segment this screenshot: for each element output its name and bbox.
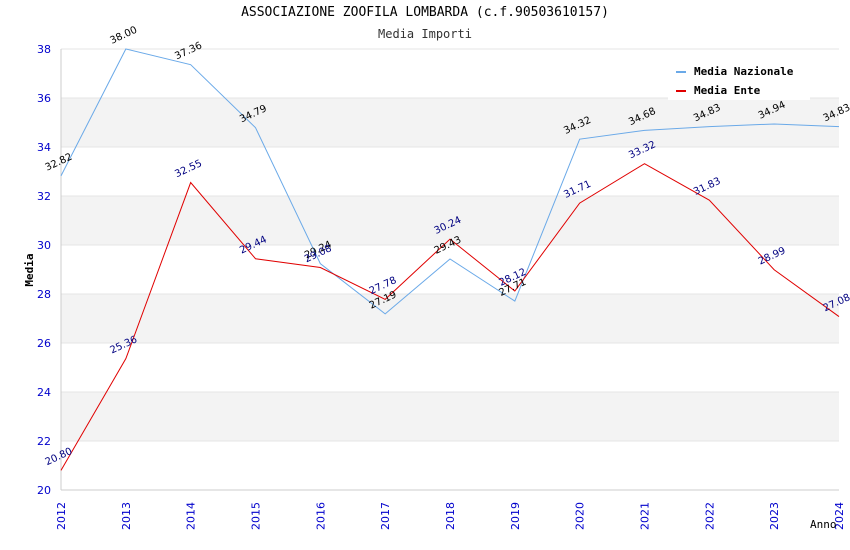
y-axis-label: Media [23, 253, 36, 286]
x-tick-label: 2023 [768, 502, 781, 530]
y-tick-label: 34 [37, 141, 51, 154]
chart-subtitle: Media Importi [378, 27, 472, 41]
series-lines [60, 48, 840, 471]
x-tick-label: 2017 [379, 502, 392, 530]
x-tick-label: 2024 [833, 502, 846, 530]
x-tick-label: 2013 [120, 502, 133, 530]
x-tick-label: 2021 [639, 502, 652, 530]
y-tick-label: 24 [37, 386, 51, 399]
x-axis-label: Anno [810, 518, 837, 531]
legend-label-ente: Media Ente [694, 84, 761, 97]
x-tick-label: 2016 [314, 502, 327, 530]
y-tick-label: 20 [37, 484, 51, 497]
x-tick-label: 2020 [574, 502, 587, 530]
y-tick-label: 38 [37, 43, 51, 56]
background-band [61, 245, 839, 294]
background-band [61, 392, 839, 441]
background-band [61, 196, 839, 245]
background-band [61, 343, 839, 392]
y-tick-label: 22 [37, 435, 51, 448]
y-tick-label: 26 [37, 337, 51, 350]
series-line-ente [60, 163, 840, 471]
x-tick-label: 2012 [55, 502, 68, 530]
background-bands [61, 49, 839, 490]
background-band [61, 98, 839, 147]
x-tick-label: 2022 [703, 502, 716, 530]
chart-title: ASSOCIAZIONE ZOOFILA LOMBARDA (c.f.90503… [241, 5, 609, 20]
x-tick-label: 2014 [185, 502, 198, 530]
x-tick-label: 2015 [250, 502, 263, 530]
legend-swatch-nazionale [676, 71, 686, 73]
x-tick-label: 2019 [509, 502, 522, 530]
y-tick-label: 32 [37, 190, 51, 203]
background-band [61, 294, 839, 343]
legend-swatch-ente [676, 90, 686, 92]
y-tick-label: 36 [37, 92, 51, 105]
y-tick-label: 28 [37, 288, 51, 301]
background-band [61, 147, 839, 196]
series-line-nazionale [60, 48, 840, 315]
chart-legend: Media Nazionale Media Ente [668, 60, 810, 100]
legend-label-nazionale: Media Nazionale [694, 65, 794, 78]
x-tick-label: 2018 [444, 502, 457, 530]
data-label: 38.00 [108, 25, 139, 47]
y-tick-label: 30 [37, 239, 51, 252]
background-band [61, 441, 839, 490]
